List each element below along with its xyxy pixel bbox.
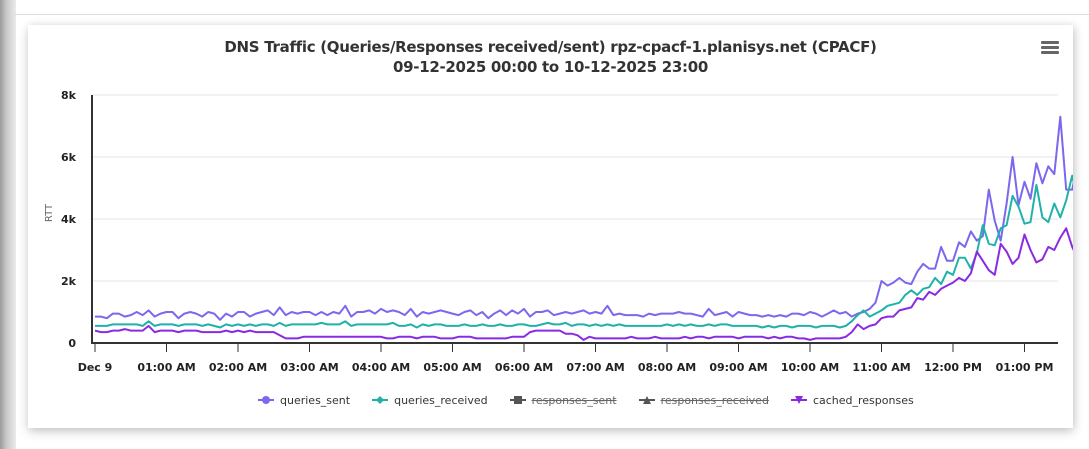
diamond-marker-icon [372, 394, 394, 406]
triangle-down-marker-icon [790, 394, 813, 406]
series-line-queries_received[interactable] [95, 169, 1073, 329]
x-tick-label: 12:00 PM [924, 361, 982, 374]
legend-label: queries_sent [280, 393, 351, 407]
top-divider [14, 14, 1089, 15]
y-tick-label: 8k [61, 89, 77, 102]
circle-marker-icon [258, 394, 280, 406]
legend-item-queries-received[interactable]: queries_received [372, 393, 488, 407]
legend-label: responses_received [660, 393, 769, 407]
chart-title: DNS Traffic (Queries/Responses received/… [224, 38, 877, 56]
y-tick-label: 6k [61, 151, 77, 164]
grid-lines [92, 94, 1058, 282]
legend-label: queries_received [394, 393, 488, 407]
square-marker-icon [509, 394, 532, 406]
y-axis-ticks: 0 2k 4k 6k 8k [61, 89, 77, 350]
x-tick-label: 11:00 AM [852, 361, 910, 374]
x-axis-ticks: Dec 9 01:00 AM 02:00 AM 03:00 AM 04:00 AM 05:… [78, 343, 1054, 374]
x-tick-label: 10:00 AM [781, 361, 839, 374]
legend-label: cached_responses [812, 393, 914, 407]
legend-label: responses_sent [531, 393, 617, 407]
x-tick-label: 09:00 AM [709, 361, 767, 374]
chart-plot: 0 2k 4k 6k 8k RTT Dec 9 01:00 AM 02:00 AM 03:00… [44, 89, 1073, 374]
chart-card: DNS Traffic (Queries/Responses received/… [28, 25, 1073, 428]
triangle-marker-icon [638, 394, 661, 406]
legend-item-queries-sent[interactable]: queries_sent [258, 394, 350, 407]
y-axis-title: RTT [44, 203, 55, 222]
y-tick-label: 2k [61, 275, 77, 288]
x-tick-label: Dec 9 [78, 361, 113, 374]
y-tick-label: 4k [61, 213, 77, 226]
legend-item-responses-sent[interactable]: responses_sent [509, 393, 617, 407]
hamburger-menu-icon[interactable] [1041, 41, 1059, 57]
x-tick-label: 07:00 AM [566, 361, 624, 374]
x-tick-label: 01:00 PM [996, 361, 1054, 374]
legend-item-cached-responses[interactable]: cached_responses [790, 393, 914, 407]
x-tick-label: 03:00 AM [280, 361, 338, 374]
x-tick-label: 05:00 AM [423, 361, 481, 374]
x-tick-label: 06:00 AM [495, 361, 553, 374]
chart-title-block: DNS Traffic (Queries/Responses received/… [28, 37, 1073, 77]
x-tick-label: 08:00 AM [638, 361, 696, 374]
x-tick-label: 04:00 AM [352, 361, 410, 374]
data-series [94, 115, 1073, 341]
x-tick-label: 01:00 AM [137, 361, 195, 374]
legend-item-responses-received[interactable]: responses_received [638, 393, 769, 407]
chart-legend: queries_sent queries_received responses_se… [258, 392, 936, 408]
series-line-cached_responses[interactable] [94, 196, 1073, 341]
browser-edge-shade [0, 0, 16, 449]
chart-subtitle: 09-12-2025 00:00 to 10-12-2025 23:00 [393, 58, 708, 76]
x-tick-label: 02:00 AM [209, 361, 267, 374]
y-tick-label: 0 [68, 337, 76, 350]
